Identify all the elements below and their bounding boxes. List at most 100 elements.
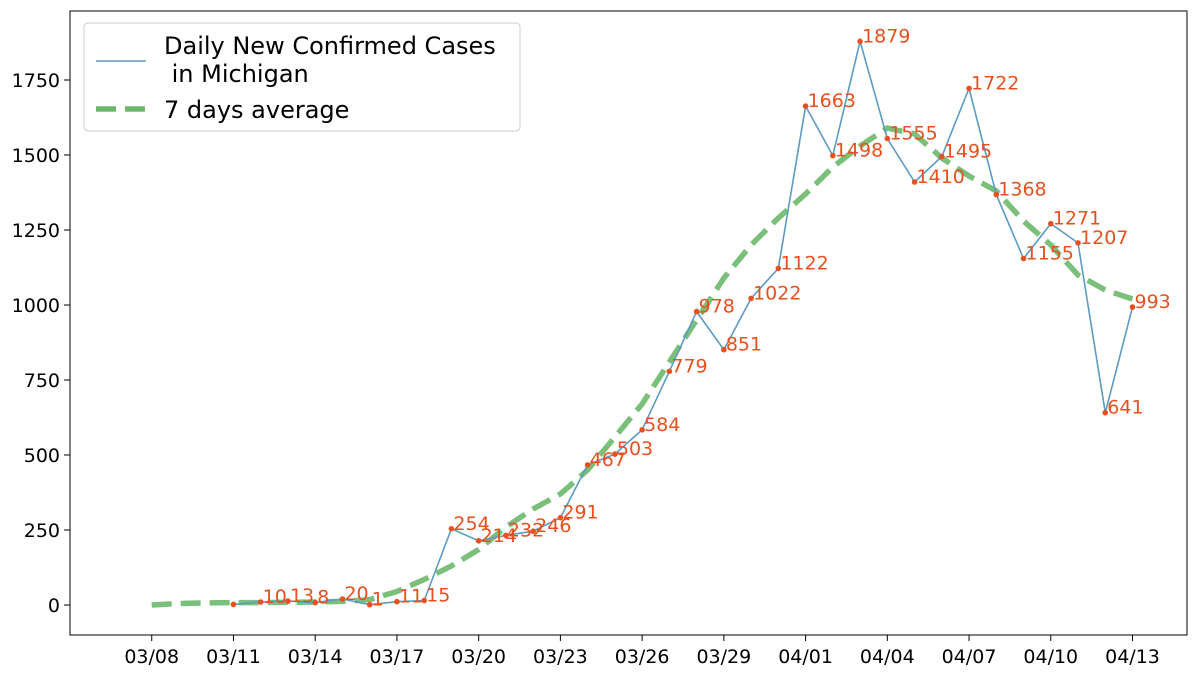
data-point [884,135,891,142]
y-tick-label: 0 [48,595,60,617]
data-point [530,528,536,534]
data-label: 467 [590,449,626,471]
data-point [584,462,591,468]
data-label: 1555 [889,123,937,145]
x-tick-label: 04/01 [778,646,833,668]
data-point [366,601,373,608]
data-label: 1410 [917,166,965,188]
legend-label-7-day-average: 7 days average [164,96,349,124]
data-point [1129,304,1136,310]
data-label: 214 [481,525,517,547]
data-label: 10 [263,586,287,608]
x-tick-label: 03/11 [206,646,261,668]
data-point [257,599,264,605]
data-label: 1495 [944,141,992,163]
y-tick-label: 1250 [12,220,60,242]
data-point [993,191,1000,198]
data-label: 1155 [1026,243,1074,265]
x-tick-label: 03/20 [451,646,506,668]
data-label: 641 [1107,397,1143,419]
data-point [339,596,346,602]
data-label: 13 [290,585,314,607]
y-tick-label: 500 [24,445,60,467]
data-point [612,451,618,457]
data-point [748,295,754,302]
data-point [666,368,673,375]
data-label: 20 [344,583,368,605]
data-label: 8 [317,587,329,609]
data-label: 1122 [780,252,828,274]
data-label: 1722 [971,72,1019,94]
data-point [1102,409,1109,416]
x-tick-label: 04/04 [860,646,915,668]
legend-label-daily-cases: Daily New Confirmed Cases in Michigan [164,32,496,88]
data-point [1075,240,1081,246]
legend-label-line: Daily New Confirmed Cases [164,32,496,60]
data-point [1047,220,1054,227]
data-label: 584 [644,414,680,436]
data-point [394,598,400,605]
data-point [830,152,836,159]
data-point [775,265,782,272]
data-label: 1022 [753,282,801,304]
data-label: 779 [671,355,707,377]
data-point [693,308,700,315]
data-point [966,85,972,92]
data-label: 11 [399,586,423,608]
data-point [285,598,291,604]
x-tick-label: 03/17 [370,646,425,668]
data-label: 993 [1135,291,1171,313]
data-point [448,526,455,532]
y-tick-label: 250 [24,520,60,542]
x-tick-label: 03/14 [288,646,343,668]
data-label: 246 [535,515,571,537]
y-tick-label: 1750 [12,70,60,92]
x-tick-label: 03/29 [696,646,751,668]
data-point [475,538,482,544]
data-point [1020,255,1027,262]
data-point [312,599,318,606]
axes-layer: 03/08 03/11 03/14 03/17 03/20 03/23 03/26 03/29… [12,70,1160,668]
data-label: 851 [726,334,762,356]
x-tick-label: 04/07 [942,646,997,668]
data-point [421,597,427,604]
y-tick-label: 750 [24,370,60,392]
data-point [639,427,645,433]
series-layer [151,38,1136,608]
data-label: 254 [453,513,489,535]
x-tick-label: 03/08 [124,646,179,668]
legend-label-line: in Michigan [164,60,309,88]
x-tick-label: 03/26 [615,646,670,668]
data-point [721,346,727,353]
y-tick-label: 1000 [12,295,60,317]
x-tick-label: 03/23 [533,646,588,668]
x-tick-label: 04/10 [1023,646,1078,668]
data-point [911,179,918,185]
x-tick-label: 04/13 [1105,646,1160,668]
data-point [802,103,809,109]
data-label: 15 [426,585,450,607]
data-label: 1 [372,589,384,611]
data-point [939,153,945,160]
data-label: 1498 [835,140,883,162]
data-point [230,601,237,608]
plot-frame [69,10,1188,636]
data-point [503,532,509,539]
data-label: 978 [699,296,735,318]
data-label: 1271 [1053,208,1101,230]
data-label: 1663 [808,90,856,112]
data-label: 1879 [862,25,910,47]
legend: Daily New Confirmed Cases in Michigan 7 … [83,22,521,132]
data-label: 1368 [998,179,1046,201]
data-point [857,38,863,45]
legend-box [83,22,521,132]
data-label: 503 [617,438,653,460]
data-label: 291 [562,502,598,524]
data-point [557,514,564,521]
y-tick-label: 1500 [12,145,60,167]
series-line-daily-cases [233,38,1134,606]
data-label: 1207 [1080,227,1128,249]
data-label-layer: 10 13 8 20 1 11 152542142322462914675035847799… [263,25,1171,610]
